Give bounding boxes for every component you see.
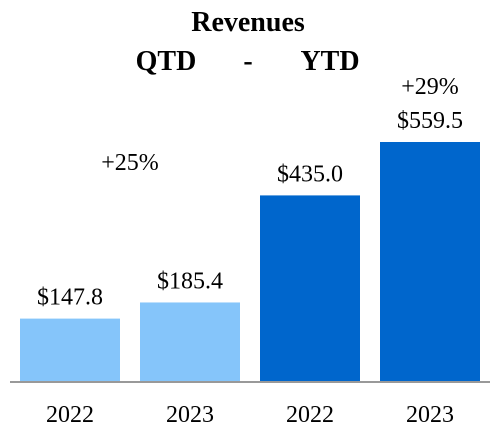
growth-label-1: +29% [401, 74, 459, 100]
value-label-0: $147.8 [37, 285, 103, 311]
value-label-1: $185.4 [157, 268, 223, 294]
bar-1 [140, 302, 240, 382]
bar-2 [260, 195, 360, 382]
bars-group: $147.8 2022 $185.4 2023 $435.0 2022 $559.5 2023… [20, 74, 480, 428]
x-tick-label-0: 2022 [46, 402, 94, 428]
value-label-3: $559.5 [397, 108, 463, 134]
subtitle-qtd: QTD [136, 46, 197, 77]
subtitle-ytd: YTD [300, 46, 359, 77]
x-tick-label-3: 2023 [406, 402, 454, 428]
bar-0 [20, 318, 120, 382]
subtitle-separator: - [243, 46, 252, 77]
x-tick-label-2: 2022 [286, 402, 334, 428]
growth-label-0: +25% [101, 150, 159, 176]
x-tick-label-1: 2023 [166, 402, 214, 428]
bar-3 [380, 142, 480, 382]
value-label-2: $435.0 [277, 161, 343, 187]
chart-title: Revenues [191, 7, 305, 38]
